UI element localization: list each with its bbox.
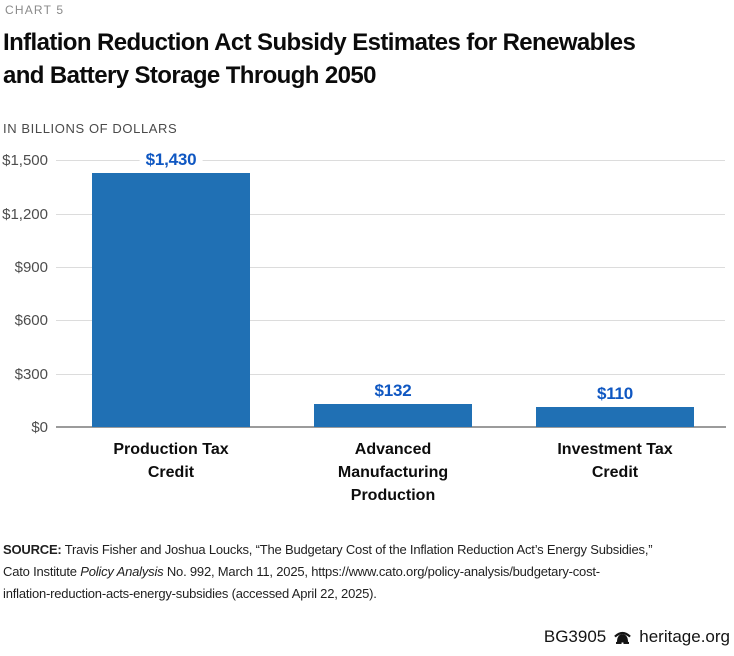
source-publication-name: Policy Analysis xyxy=(80,564,164,579)
category-label-production-tax-credit: Production Tax Credit xyxy=(113,441,229,481)
gridline-600 xyxy=(56,320,725,321)
y-tick-0: $0 xyxy=(31,419,48,436)
chart-title: Inflation Reduction Act Subsidy Estimate… xyxy=(3,26,733,92)
chart-title-line2: and Battery Storage Through 2050 xyxy=(3,62,376,89)
source-line-2-pre: Cato Institute xyxy=(3,564,81,579)
source-line-2: Cato Institute Policy Analysis No. 992, … xyxy=(3,561,733,583)
bar-advanced-manufacturing-production xyxy=(314,404,472,427)
source-line-2-post: No. 992, March 11, 2025, https://www.cat… xyxy=(163,564,600,579)
source-label: SOURCE: xyxy=(3,542,62,557)
source-line-3: inflation-reduction-acts-energy-subsidie… xyxy=(3,586,377,601)
document-id: BG3905 xyxy=(543,627,607,646)
bar-production-tax-credit xyxy=(92,173,250,427)
footer-site: heritage.org xyxy=(639,627,730,646)
footer: BG3905 heritage.org xyxy=(544,627,730,647)
bar-chart: $0 $300 $600 $900 $1,200 $1,500 $1,430 $… xyxy=(2,150,726,504)
x-axis-baseline xyxy=(56,426,726,428)
y-tick-1200: $1,200 xyxy=(2,206,48,223)
y-tick-600: $600 xyxy=(14,312,48,329)
y-tick-300: $300 xyxy=(14,366,48,383)
chart-title-line1: Inflation Reduction Act Subsidy Estimate… xyxy=(3,29,636,56)
value-label-advanced-manufacturing-production: $132 xyxy=(368,381,418,401)
category-label-advanced-manufacturing-production: Advanced Manufacturing Production xyxy=(337,441,449,504)
source-line-1: SOURCE: Travis Fisher and Joshua Loucks,… xyxy=(3,539,733,561)
value-label-investment-tax-credit: $110 xyxy=(590,384,640,404)
value-label-production-tax-credit: $1,430 xyxy=(139,150,203,170)
gridline-1500 xyxy=(56,160,725,161)
source-line-1-text: Travis Fisher and Joshua Loucks, “The Bu… xyxy=(61,542,653,557)
bar-investment-tax-credit xyxy=(536,407,694,427)
y-tick-1500: $1,500 xyxy=(2,152,48,169)
y-tick-900: $900 xyxy=(14,259,48,276)
gridline-300 xyxy=(56,374,725,375)
gridline-900 xyxy=(56,267,725,268)
source-note: SOURCE: Travis Fisher and Joshua Loucks,… xyxy=(3,539,733,605)
chart-number-label: CHART 5 xyxy=(5,3,65,17)
heritage-bell-icon xyxy=(613,629,632,645)
units-label: IN BILLIONS OF DOLLARS xyxy=(3,121,178,136)
category-label-investment-tax-credit: Investment Tax Credit xyxy=(557,441,673,481)
gridline-1200 xyxy=(56,214,725,215)
